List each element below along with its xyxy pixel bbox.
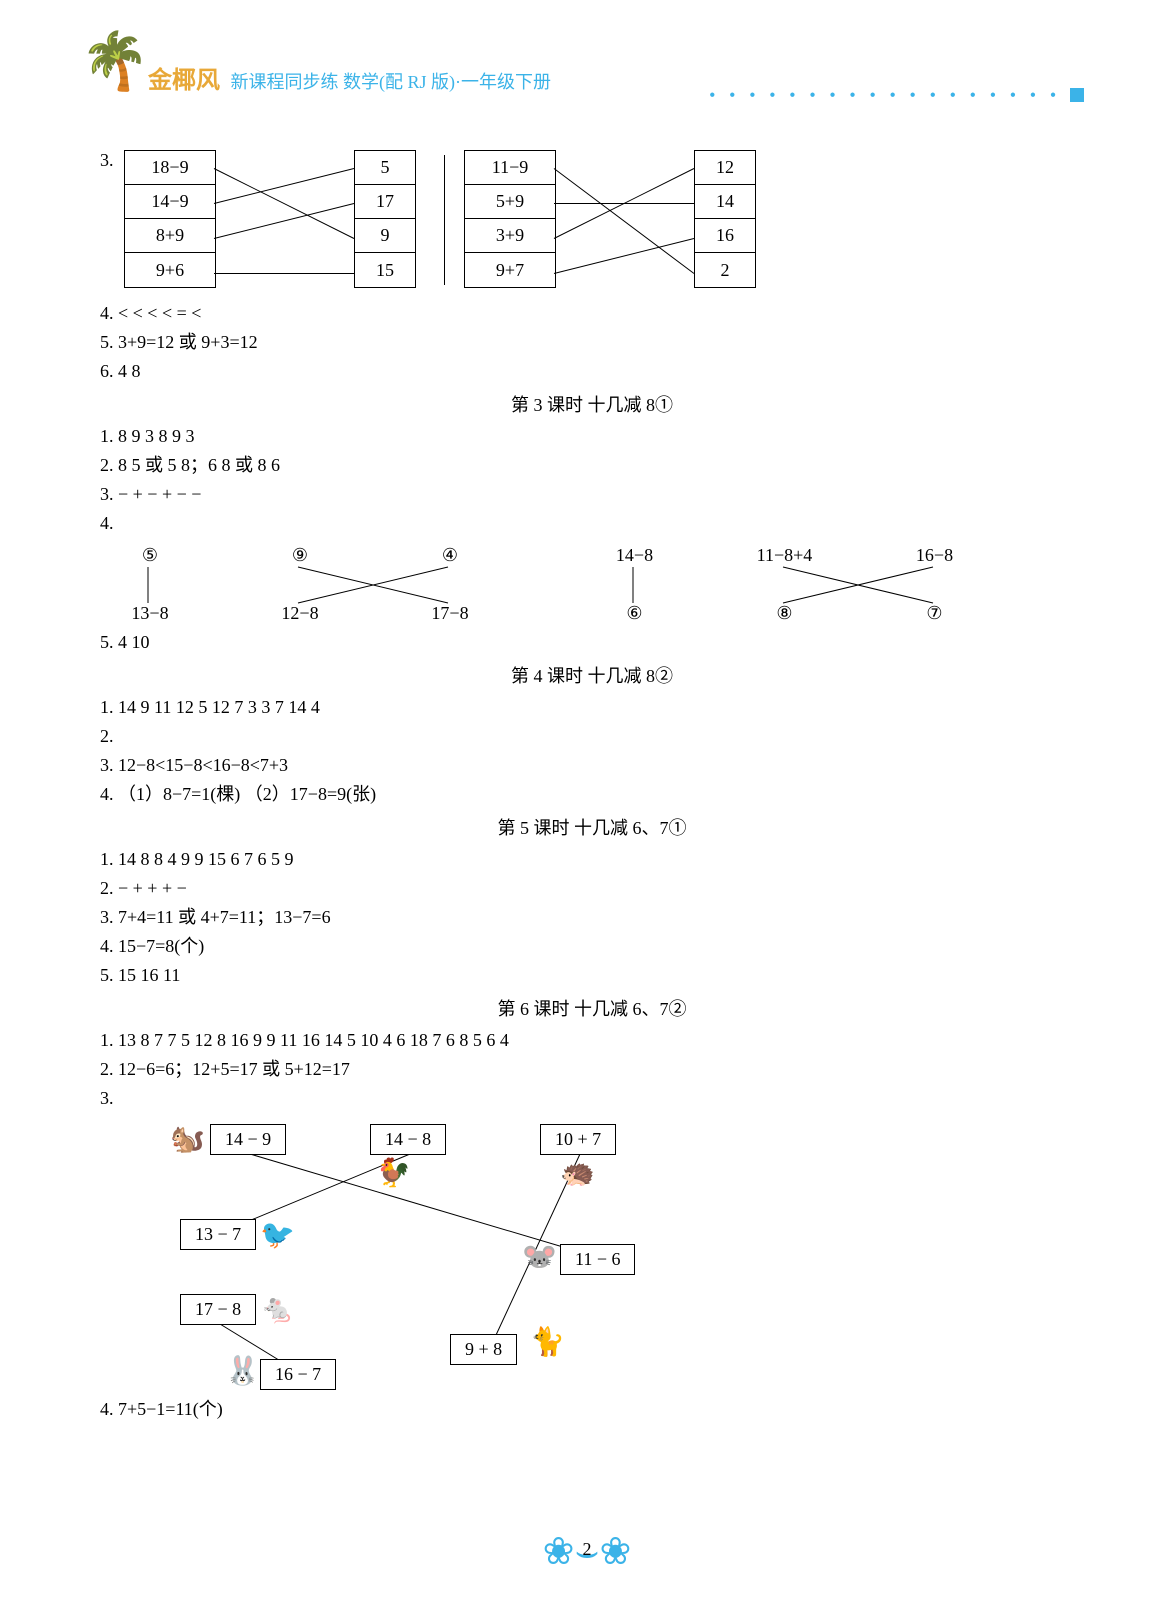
lesson3-4-label: 4.: [100, 510, 1084, 537]
lesson4-2: 2.: [100, 723, 1084, 750]
lesson4-3: 3. 12−8<15−8<16−8<7+3: [100, 752, 1084, 779]
animal-icon: 🐰: [225, 1358, 260, 1386]
lesson6-q3-diagram: 14 − 9 14 − 8 10 + 7 13 − 7 11 − 6 17 − 8 16 −…: [130, 1114, 730, 1394]
lesson3-title: 第 3 课时 十几减 8①: [100, 391, 1084, 417]
animal-icon: 🐈: [530, 1329, 565, 1357]
match-expr: 11 − 6: [560, 1244, 635, 1275]
lesson3-q4-right: 14−811−8+416−8⑥⑧⑦: [585, 545, 1025, 625]
q3-matching: 3. 18−914−98+99+6517915 11−95+93+99+7121…: [100, 150, 1084, 290]
match-expr: 9 + 8: [450, 1334, 517, 1365]
wreath-icon: ❀⌣❀2: [543, 1529, 632, 1574]
match-expr: 14 − 9: [210, 1124, 286, 1155]
answer-5: 5. 3+9=12 或 9+3=12: [100, 329, 1084, 356]
animal-icon: 🐿️: [170, 1126, 205, 1154]
lesson4-1: 1. 14 9 11 12 5 12 7 3 3 7 14 4: [100, 694, 1084, 721]
lesson3-5: 5. 4 10: [100, 629, 1084, 656]
answer-4: 4. < < < < = <: [100, 300, 1084, 327]
match-expr: 13 − 7: [180, 1219, 256, 1250]
page-header: 🌴 金椰风 新课程同步练 数学(配 RJ 版)·一年级下册 ●●●●●●●●●●…: [100, 60, 1084, 140]
q3-left-block: 18−914−98+99+6517915: [124, 150, 424, 290]
match-expr: 16 − 7: [260, 1359, 336, 1390]
lesson5-1: 1. 14 8 8 4 9 9 15 6 7 6 5 9: [100, 846, 1084, 873]
lesson6-2: 2. 12−6=6；12+5=17 或 5+12=17: [100, 1056, 1084, 1083]
lesson6-1: 1. 13 8 7 7 5 12 8 16 9 9 11 16 14 5 10 …: [100, 1027, 1084, 1054]
lesson5-title: 第 5 课时 十几减 6、7①: [100, 814, 1084, 840]
match-expr: 17 − 8: [180, 1294, 256, 1325]
lesson3-q4-left: ⑤⑨④13−812−817−8: [100, 545, 540, 625]
header-subtitle: 新课程同步练 数学(配 RJ 版)·一年级下册: [231, 72, 552, 92]
animal-icon: 🦔: [560, 1160, 595, 1188]
animal-icon: 🐦: [260, 1222, 295, 1250]
animal-icon: 🐭: [522, 1244, 557, 1272]
lesson4-4: 4. （1）8−7=1(棵) （2）17−8=9(张): [100, 781, 1084, 808]
q3-right-block: 11−95+93+99+71214162: [464, 150, 764, 290]
q3-divider: [424, 150, 464, 290]
lesson6-4: 4. 7+5−1=11(个): [100, 1396, 1084, 1423]
lesson4-title: 第 4 课时 十几减 8②: [100, 662, 1084, 688]
match-expr: 10 + 7: [540, 1124, 616, 1155]
animal-icon: 🐓: [376, 1160, 411, 1188]
q3-number: 3.: [100, 150, 124, 290]
animal-icon: 🐁: [260, 1296, 295, 1324]
page-number: 2: [543, 1539, 632, 1560]
lesson3-1: 1. 8 9 3 8 9 3: [100, 423, 1084, 450]
lesson5-3: 3. 7+4=11 或 4+7=11；13−7=6: [100, 904, 1084, 931]
match-expr: 14 − 8: [370, 1124, 446, 1155]
content-body: 3. 18−914−98+99+6517915 11−95+93+99+7121…: [100, 150, 1084, 1423]
answer-6: 6. 4 8: [100, 358, 1084, 385]
lesson5-4: 4. 15−7=8(个): [100, 933, 1084, 960]
page-footer: ❀⌣❀2: [0, 1529, 1174, 1574]
lesson5-2: 2. − + + + −: [100, 875, 1084, 902]
lesson5-5: 5. 15 16 11: [100, 962, 1084, 989]
lesson6-3-label: 3.: [100, 1085, 1084, 1112]
header-dots: ●●●●●●●●●●●●●●●●●●: [709, 88, 1084, 102]
brand-title: 金椰风: [148, 68, 220, 94]
lesson3-3: 3. − + − + − −: [100, 481, 1084, 508]
palm-icon: 🌴: [80, 34, 150, 90]
lesson3-2: 2. 8 5 或 5 8；6 8 或 8 6: [100, 452, 1084, 479]
lesson6-title: 第 6 课时 十几减 6、7②: [100, 995, 1084, 1021]
